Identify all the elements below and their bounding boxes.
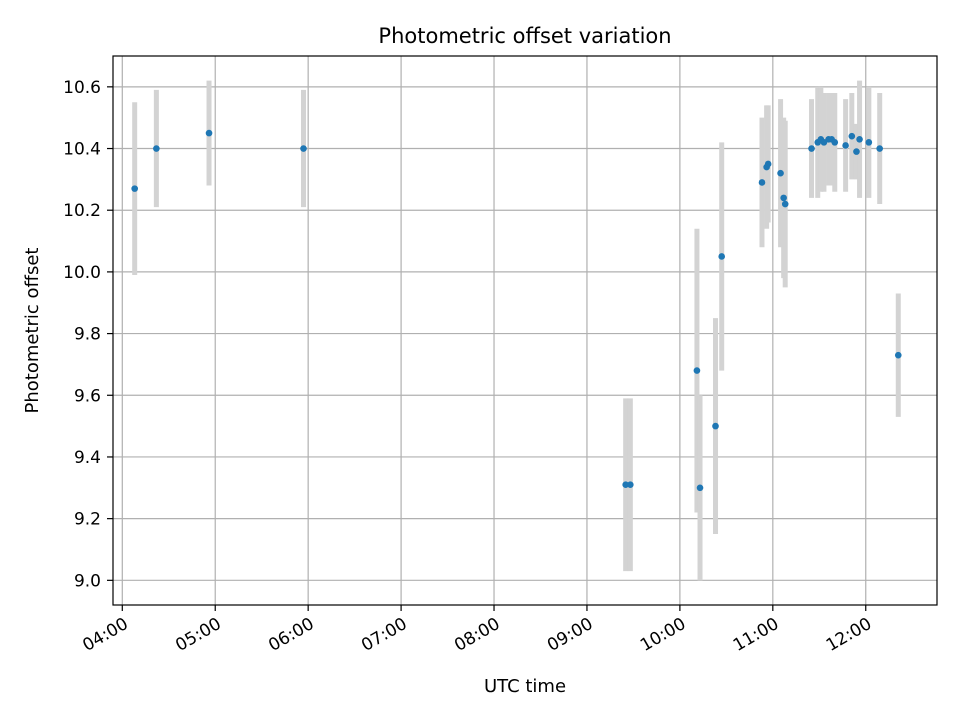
- y-tick-label: 10.6: [63, 78, 101, 98]
- y-axis-ticks: 9.0 9.2 9.4 9.6 9.8 10.0 10.2 10.4 10.6: [63, 78, 113, 591]
- data-point: [831, 139, 839, 146]
- x-tick-label: 07:00: [358, 614, 410, 656]
- gridlines: [113, 56, 937, 605]
- data-points: [131, 129, 902, 492]
- data-point: [781, 200, 789, 208]
- y-tick-label: 10.4: [63, 140, 101, 160]
- data-point: [622, 481, 629, 489]
- data-point: [205, 129, 213, 137]
- x-tick-label: 10:00: [637, 614, 689, 656]
- x-tick-label: 04:00: [79, 614, 131, 656]
- y-tick-label: 10.0: [63, 263, 101, 283]
- data-point: [131, 185, 138, 192]
- data-point: [876, 145, 883, 152]
- y-tick-label: 9.0: [74, 571, 101, 591]
- data-point: [153, 145, 160, 152]
- x-tick-label: 12:00: [823, 614, 875, 656]
- data-point: [758, 179, 766, 186]
- plot-frame: [112, 55, 938, 606]
- data-point: [627, 481, 634, 489]
- y-tick-label: 9.2: [74, 510, 101, 530]
- data-point: [894, 351, 902, 359]
- x-axis-ticks: 04:00 05:00 06:00 07:00 08:00 09:00 10:00 11:00…: [79, 605, 875, 656]
- x-tick-label: 11:00: [730, 614, 782, 656]
- chart-title: Photometric offset variation: [378, 24, 671, 48]
- data-point: [820, 139, 828, 146]
- data-point: [718, 253, 726, 260]
- data-point: [764, 160, 772, 168]
- data-point: [300, 145, 307, 152]
- y-tick-label: 9.4: [74, 448, 101, 468]
- data-point: [848, 132, 856, 140]
- data-point: [693, 367, 701, 374]
- data-point: [777, 169, 784, 177]
- y-axis-label: Photometric offset: [22, 248, 43, 414]
- y-tick-label: 10.2: [63, 201, 101, 221]
- x-tick-label: 05:00: [172, 614, 224, 656]
- data-point: [856, 135, 863, 143]
- y-tick-label: 9.8: [74, 325, 101, 345]
- data-point: [842, 142, 849, 149]
- data-point: [808, 145, 815, 152]
- data-point: [780, 194, 787, 202]
- x-tick-label: 06:00: [265, 614, 317, 656]
- error-bars: [132, 80, 901, 581]
- x-tick-label: 08:00: [451, 614, 503, 656]
- data-point: [853, 148, 860, 155]
- data-point: [865, 139, 873, 146]
- data-point: [696, 484, 704, 492]
- x-axis-label: UTC time: [484, 676, 566, 697]
- x-tick-label: 09:00: [544, 614, 596, 656]
- data-point: [712, 422, 719, 430]
- y-tick-label: 9.6: [74, 386, 101, 406]
